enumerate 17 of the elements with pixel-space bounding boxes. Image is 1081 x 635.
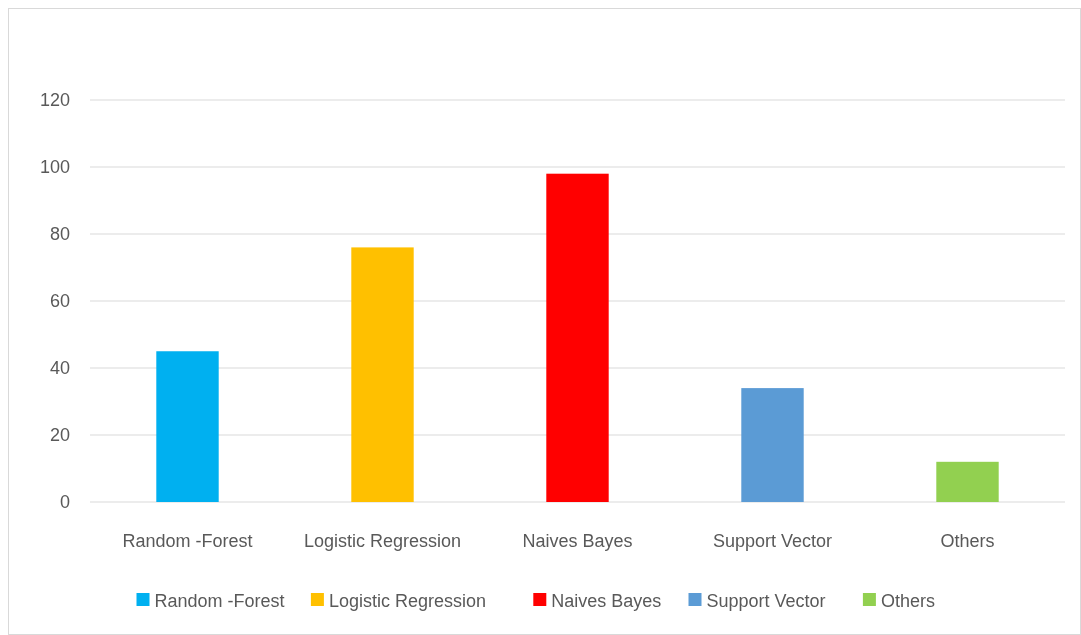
legend-label: Others	[880, 591, 935, 612]
y-tick-label: 60	[49, 291, 70, 312]
y-tick-label: 20	[49, 425, 70, 446]
y-tick-label: 40	[49, 358, 70, 379]
y-tick-label: 0	[59, 492, 70, 513]
x-tick-label: Naives Bayes	[522, 531, 633, 551]
legend-label: Support Vector	[706, 591, 826, 612]
y-tick-label: 120	[39, 90, 70, 111]
legend-label: Naives Bayes	[551, 591, 662, 612]
legend-label: Logistic Regression	[328, 591, 486, 612]
x-tick-label: Support Vector	[712, 531, 833, 551]
x-tick-label: Random -Forest	[122, 531, 253, 551]
y-tick-label: 80	[49, 224, 70, 245]
legend-label: Random -Forest	[154, 591, 285, 612]
x-tick-label: Logistic Regression	[303, 531, 462, 551]
y-tick-label: 100	[39, 157, 70, 178]
x-tick-label: Others	[940, 531, 995, 551]
